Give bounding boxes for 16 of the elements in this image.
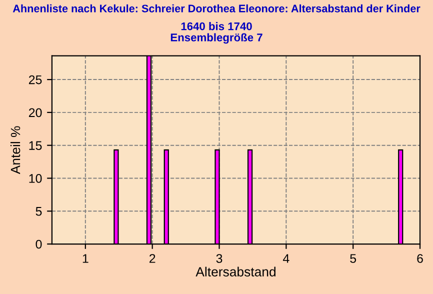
y-tick-label: 10 bbox=[29, 174, 42, 183]
x-axis-title: Altersabstand bbox=[196, 266, 276, 276]
x-tick-label: 5 bbox=[350, 254, 356, 263]
x-tick-label: 3 bbox=[216, 254, 222, 263]
x-tick-label: 2 bbox=[149, 254, 156, 263]
y-tick-label: 0 bbox=[36, 240, 42, 249]
chart-title: Ahnenliste nach Kekule: Schreier Dorothea Eleonore: Altersabstand der Kinder bbox=[12, 4, 420, 12]
y-tick-label: 15 bbox=[29, 141, 42, 150]
y-axis-title: Anteil % bbox=[10, 126, 20, 174]
y-tick-label: 25 bbox=[28, 75, 42, 84]
x-tick-label: 1 bbox=[82, 254, 88, 263]
x-tick-label: 6 bbox=[417, 254, 423, 263]
x-tick-label: 4 bbox=[282, 254, 290, 263]
y-tick-label: 5 bbox=[36, 207, 42, 216]
chart-subtitle: 1640 bis 1740 Ensemblegröße 7 bbox=[170, 22, 262, 44]
y-tick-label: 20 bbox=[28, 108, 42, 118]
